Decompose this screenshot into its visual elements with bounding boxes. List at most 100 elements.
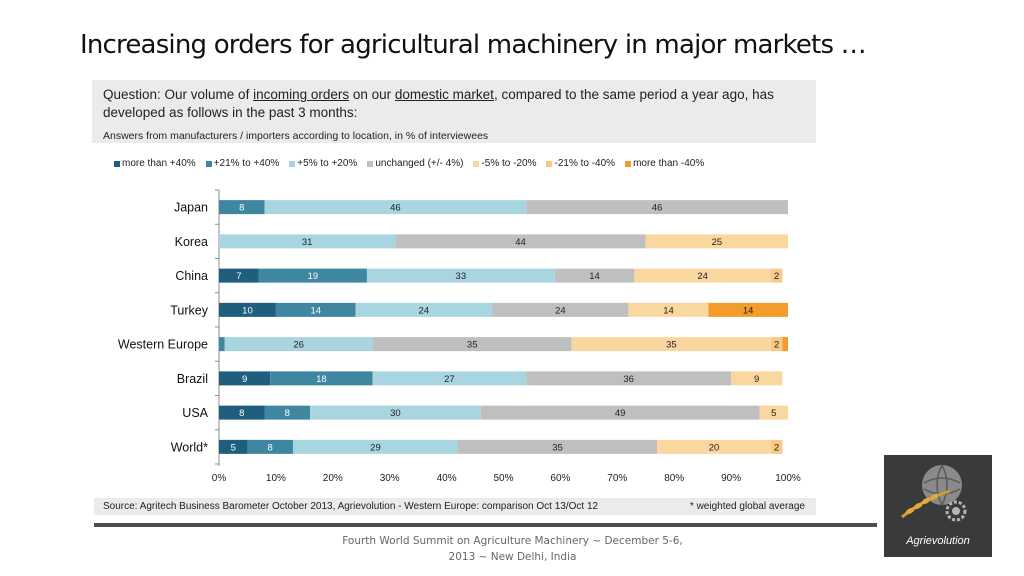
legend-item: unchanged (+/- 4%) bbox=[367, 158, 463, 169]
bar-segment bbox=[219, 200, 265, 215]
data-label: 33 bbox=[456, 271, 467, 282]
incoming-orders-term: incoming orders bbox=[253, 87, 350, 102]
bar-segment bbox=[270, 371, 373, 386]
data-label: 19 bbox=[308, 271, 319, 282]
domestic-market-term: domestic market bbox=[394, 87, 494, 102]
bar-segment bbox=[770, 337, 783, 352]
legend-label: more than -40% bbox=[633, 158, 705, 169]
bar-segment bbox=[634, 268, 771, 283]
chart-legend: more than +40% +21% to +40% +5% to +20% unc… bbox=[114, 158, 704, 169]
x-tick-label: 30% bbox=[380, 473, 400, 484]
question-mid: on our bbox=[349, 87, 395, 102]
data-label: 35 bbox=[666, 340, 677, 351]
bar-segment bbox=[395, 234, 646, 249]
data-label: 49 bbox=[615, 408, 626, 419]
category-label: Japan bbox=[174, 201, 208, 215]
data-label: 25 bbox=[712, 237, 723, 248]
bar-segment bbox=[457, 439, 658, 454]
data-label: 8 bbox=[268, 442, 273, 453]
data-label: 5 bbox=[771, 408, 776, 419]
legend-label: unchanged (+/- 4%) bbox=[375, 158, 464, 169]
legend-swatch bbox=[625, 160, 632, 167]
legend-swatch bbox=[546, 160, 553, 167]
bar-segment bbox=[770, 268, 783, 283]
data-label: 31 bbox=[302, 237, 313, 248]
legend-swatch bbox=[473, 160, 480, 167]
data-label: 14 bbox=[663, 305, 674, 316]
category-label: World* bbox=[171, 440, 208, 454]
question-box: Question: Our volume of incoming orders … bbox=[92, 80, 816, 143]
data-label: 20 bbox=[709, 442, 720, 453]
x-tick-label: 10% bbox=[266, 473, 286, 484]
x-tick-label: 80% bbox=[664, 473, 684, 484]
data-label: 35 bbox=[467, 340, 478, 351]
legend-item: more than -40% bbox=[625, 158, 704, 169]
data-label: 14 bbox=[310, 305, 321, 316]
bar-segment bbox=[526, 200, 788, 215]
bar-segment bbox=[372, 371, 527, 386]
bar-segment bbox=[759, 405, 788, 420]
bar-segment bbox=[292, 439, 458, 454]
category-label: USA bbox=[182, 406, 208, 420]
bar-segment bbox=[554, 268, 635, 283]
footnote-text: * weighted global average bbox=[689, 501, 805, 512]
data-label: 14 bbox=[589, 271, 600, 282]
data-label: 2 bbox=[774, 340, 779, 351]
data-label: 24 bbox=[555, 305, 566, 316]
data-label: 5 bbox=[231, 442, 236, 453]
data-label: 30 bbox=[390, 408, 401, 419]
bar-segment bbox=[628, 302, 709, 317]
bar-segment bbox=[219, 234, 396, 249]
question-text: Question: Our volume of incoming orders … bbox=[103, 86, 803, 122]
legend-item: more than +40% bbox=[114, 158, 196, 169]
source-text: Source: Agritech Business Barometer Octo… bbox=[103, 501, 599, 512]
data-label: 44 bbox=[515, 237, 526, 248]
data-label: 7 bbox=[236, 271, 241, 282]
legend-swatch bbox=[114, 160, 120, 167]
agrievolution-logo: Agrievolution bbox=[884, 455, 992, 557]
data-label: 36 bbox=[623, 374, 634, 385]
page-title: Increasing orders for agricultural machi… bbox=[80, 30, 867, 60]
legend-item: -21% to -40% bbox=[546, 158, 615, 169]
bar-segment bbox=[310, 405, 481, 420]
bar-segment bbox=[645, 234, 788, 249]
data-label: 14 bbox=[743, 305, 754, 316]
question-subtitle: Answers from manufacturers / importers a… bbox=[103, 130, 489, 142]
bar-segment bbox=[219, 337, 225, 352]
globe-wheat-gear-icon bbox=[901, 464, 967, 522]
bar-segment bbox=[355, 302, 493, 317]
footer-rule bbox=[94, 523, 877, 527]
logo-name: Agrievolution bbox=[906, 535, 970, 547]
bar-segment bbox=[657, 439, 771, 454]
legend-label: +21% to +40% bbox=[213, 158, 280, 169]
bar-segment bbox=[526, 371, 732, 386]
bar-segment bbox=[782, 337, 788, 352]
x-tick-label: 20% bbox=[323, 473, 343, 484]
data-label: 46 bbox=[390, 203, 401, 214]
data-label: 46 bbox=[652, 203, 663, 214]
bar-segment bbox=[224, 337, 373, 352]
legend-item: -5% to -20% bbox=[473, 158, 536, 169]
data-label: 26 bbox=[293, 340, 304, 351]
bar-segment bbox=[219, 439, 248, 454]
legend-item: +21% to +40% bbox=[205, 158, 280, 169]
bar-segment bbox=[264, 200, 527, 215]
x-tick-label: 90% bbox=[721, 473, 741, 484]
bar-segment bbox=[247, 439, 293, 454]
bar-segment bbox=[571, 337, 771, 352]
legend-swatch bbox=[289, 160, 296, 167]
data-label: 18 bbox=[316, 374, 327, 385]
x-tick-label: 70% bbox=[607, 473, 627, 484]
bar-segment bbox=[258, 268, 367, 283]
bar-segment bbox=[731, 371, 783, 386]
x-tick-label: 100% bbox=[775, 473, 801, 484]
bar-segment bbox=[480, 405, 760, 420]
data-label: 2 bbox=[774, 442, 779, 453]
bar-segment bbox=[366, 268, 555, 283]
bar-segment bbox=[708, 302, 788, 317]
data-label: 9 bbox=[242, 374, 247, 385]
category-label: China bbox=[175, 269, 208, 283]
bar-segment bbox=[219, 268, 259, 283]
category-label: Turkey bbox=[170, 303, 208, 317]
question-suffix: , compared to the same period a year ago… bbox=[103, 87, 774, 120]
